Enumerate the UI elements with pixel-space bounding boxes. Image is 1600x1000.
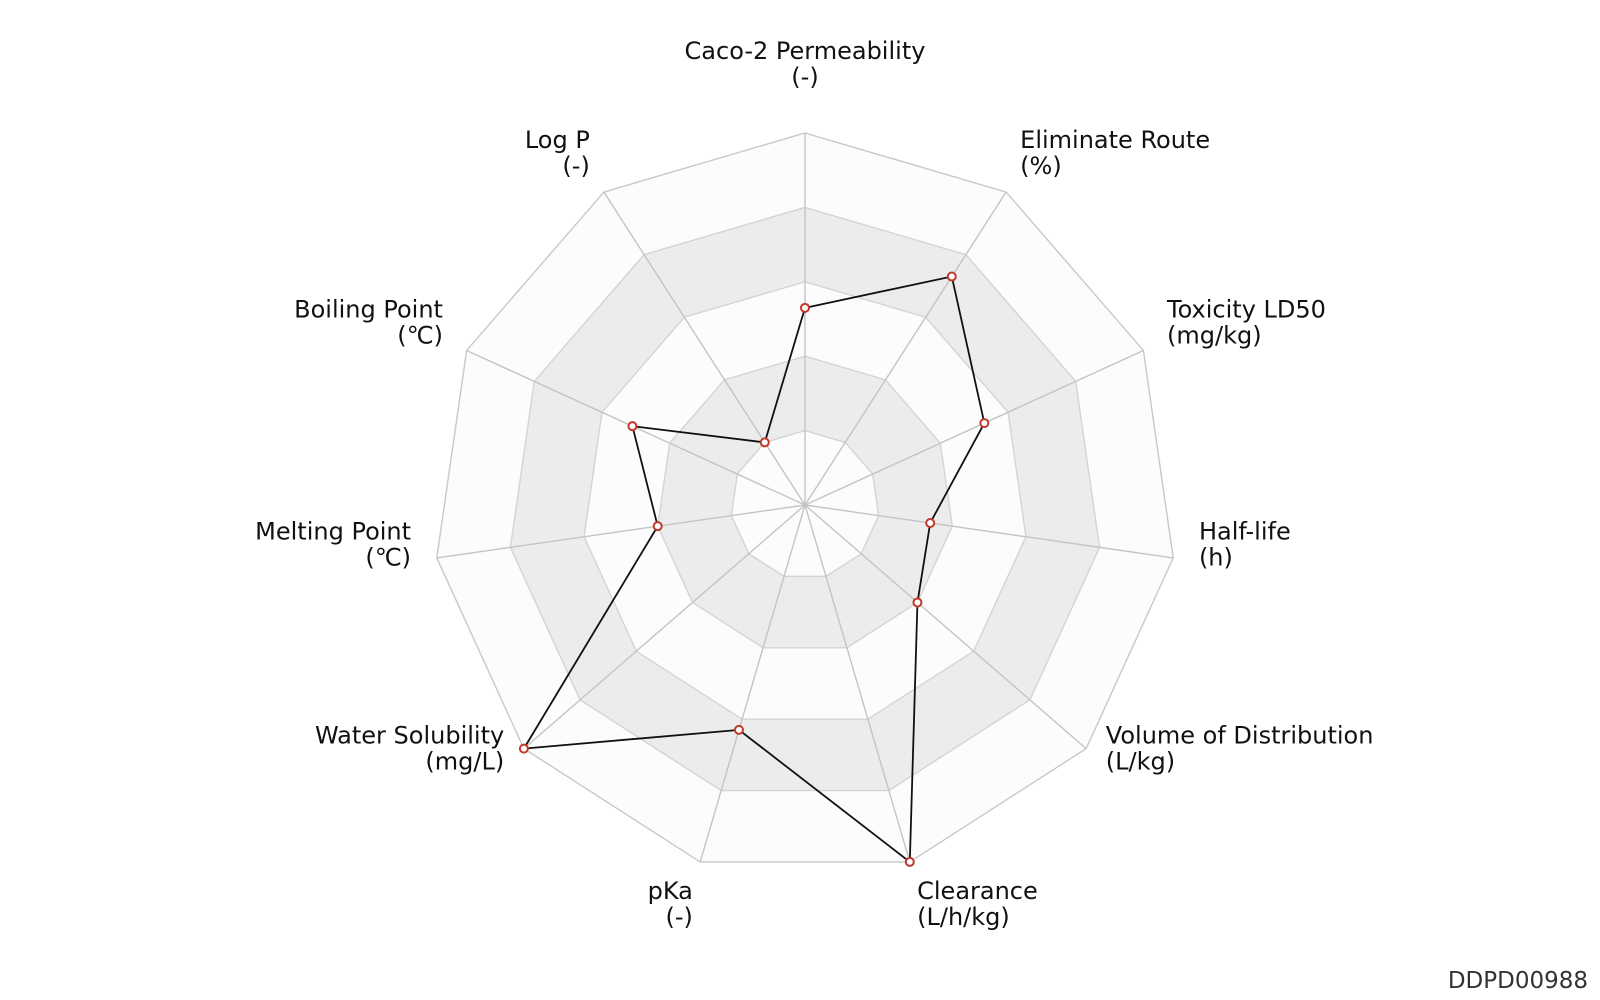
axis-label-name: Half-life <box>1199 518 1291 546</box>
grid-ring-4 <box>509 206 1101 792</box>
data-point-4 <box>912 597 923 608</box>
spoke-6 <box>699 504 806 863</box>
radar-series <box>518 271 990 867</box>
spoke-7 <box>523 504 806 750</box>
data-point-1 <box>946 271 957 282</box>
axis-label-10: Log P(-) <box>525 126 590 180</box>
axis-label-name: Water Solubility <box>315 722 504 750</box>
axis-label-unit: (-) <box>665 903 692 931</box>
axis-label-name: Caco-2 Permeability <box>685 37 926 65</box>
axis-label-unit: (℃) <box>397 322 443 350</box>
axis-label-name: Volume of Distribution <box>1106 722 1374 750</box>
spoke-4 <box>804 504 1087 750</box>
data-point-6 <box>733 724 744 735</box>
axis-label-3: Half-life(h) <box>1199 518 1291 572</box>
radar-axis-labels: Caco-2 Permeability(-)Eliminate Route(%)… <box>255 37 1373 931</box>
axis-label-name: Toxicity LD50 <box>1166 296 1326 324</box>
spoke-5 <box>804 504 911 863</box>
axis-label-name: pKa <box>648 877 693 905</box>
axis-label-unit: (-) <box>791 63 818 91</box>
spoke-1 <box>804 191 1007 506</box>
axis-label-6: pKa(-) <box>648 877 693 931</box>
data-point-3 <box>925 518 936 528</box>
data-point-8 <box>652 521 663 532</box>
axis-label-unit: (L/kg) <box>1106 748 1175 776</box>
axis-label-unit: (mg/kg) <box>1167 322 1262 350</box>
axis-label-name: Log P <box>525 126 590 154</box>
spoke-8 <box>436 504 806 559</box>
data-point-0 <box>800 302 810 313</box>
axis-label-5: Clearance(L/h/kg) <box>917 877 1038 931</box>
axis-label-name: Eliminate Route <box>1020 126 1210 154</box>
data-point-10 <box>759 437 770 448</box>
series-line <box>522 275 986 864</box>
axis-label-name: Boiling Point <box>294 296 443 324</box>
axis-label-unit: (℃) <box>365 544 411 572</box>
data-point-7 <box>518 743 529 754</box>
axis-label-7: Water Solubility(mg/L) <box>315 722 504 776</box>
axis-label-8: Melting Point(℃) <box>255 518 411 572</box>
axis-label-unit: (L/h/kg) <box>917 903 1010 931</box>
spoke-3 <box>804 504 1174 559</box>
data-point-5 <box>904 856 915 867</box>
data-point-2 <box>979 418 990 429</box>
grid-ring-1 <box>730 429 880 578</box>
grid-ring-5 <box>436 132 1174 863</box>
grid-ring-3 <box>583 281 1027 720</box>
compound-id: DDPD00988 <box>1447 968 1588 994</box>
axis-label-unit: (%) <box>1020 152 1062 180</box>
spoke-2 <box>804 349 1144 506</box>
data-point-9 <box>627 421 638 432</box>
axis-label-0: Caco-2 Permeability(-) <box>685 37 926 91</box>
axis-label-2: Toxicity LD50(mg/kg) <box>1166 296 1326 350</box>
axis-label-unit: (h) <box>1199 544 1233 572</box>
spoke-10 <box>603 191 806 506</box>
axis-label-name: Melting Point <box>255 518 411 546</box>
axis-label-unit: (-) <box>562 152 589 180</box>
axis-label-4: Volume of Distribution(L/kg) <box>1106 722 1374 776</box>
axis-label-unit: (mg/L) <box>425 748 504 776</box>
axis-label-name: Clearance <box>917 877 1038 905</box>
axis-label-1: Eliminate Route(%) <box>1020 126 1210 180</box>
axis-label-9: Boiling Point(℃) <box>294 296 443 350</box>
